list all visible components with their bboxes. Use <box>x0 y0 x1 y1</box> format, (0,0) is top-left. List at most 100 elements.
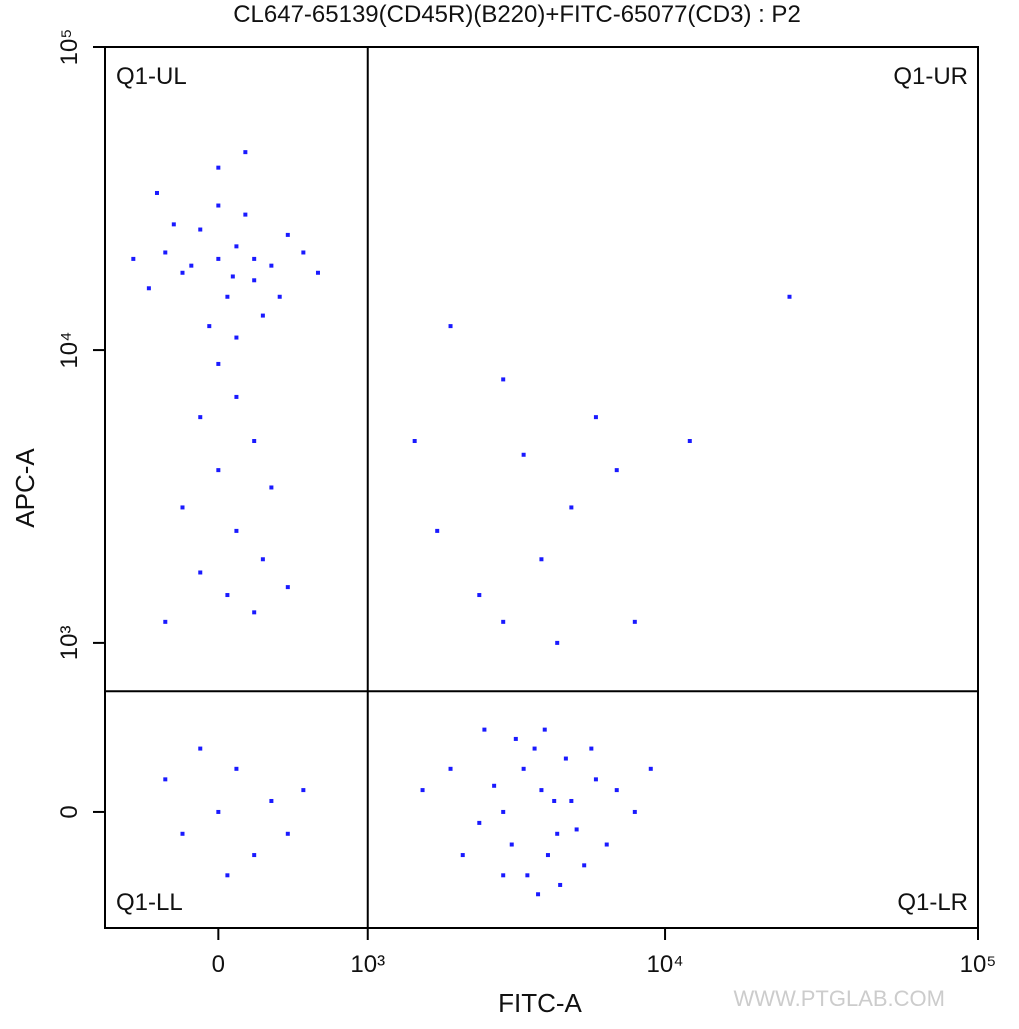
quadrant-label: Q1-UR <box>893 63 968 90</box>
point <box>412 439 417 444</box>
point <box>154 190 159 195</box>
point <box>230 274 235 279</box>
point <box>180 505 185 510</box>
point <box>180 831 185 836</box>
point <box>492 783 497 788</box>
point <box>198 570 203 575</box>
point <box>216 256 221 261</box>
point <box>301 788 306 793</box>
point <box>555 831 560 836</box>
point <box>687 439 692 444</box>
point <box>131 256 136 261</box>
point <box>632 809 637 814</box>
point <box>216 809 221 814</box>
point <box>420 788 425 793</box>
point <box>252 256 257 261</box>
point <box>198 746 203 751</box>
point <box>163 619 168 624</box>
point <box>225 593 230 598</box>
point <box>269 485 274 490</box>
y-axis-label: APC-A <box>10 448 40 528</box>
point <box>521 766 526 771</box>
point <box>632 619 637 624</box>
point <box>216 468 221 473</box>
point <box>582 863 587 868</box>
x-axis-label: FITC-A <box>498 988 582 1018</box>
point <box>552 798 557 803</box>
point <box>252 853 257 858</box>
point <box>539 557 544 562</box>
point <box>501 619 506 624</box>
point <box>269 263 274 268</box>
point <box>604 842 609 847</box>
point <box>252 439 257 444</box>
point <box>563 756 568 761</box>
point <box>614 788 619 793</box>
point <box>525 873 530 878</box>
point <box>593 415 598 420</box>
point <box>539 788 544 793</box>
point <box>260 557 265 562</box>
point <box>269 798 274 803</box>
y-tick-label: 10⁴ <box>56 332 83 369</box>
point <box>163 777 168 782</box>
point <box>189 263 194 268</box>
point <box>569 798 574 803</box>
point <box>216 361 221 366</box>
point <box>558 882 563 887</box>
point <box>285 585 290 590</box>
point <box>180 270 185 275</box>
point <box>593 777 598 782</box>
x-tick-label: 10⁵ <box>960 951 997 978</box>
point <box>171 222 176 227</box>
point <box>532 746 537 751</box>
point <box>260 313 265 318</box>
y-tick-label: 10⁵ <box>56 29 83 66</box>
point <box>277 294 282 299</box>
point <box>569 505 574 510</box>
point <box>285 232 290 237</box>
point <box>448 766 453 771</box>
point <box>216 203 221 208</box>
point <box>243 212 248 217</box>
point <box>301 250 306 255</box>
point <box>198 415 203 420</box>
point <box>225 294 230 299</box>
point <box>460 853 465 858</box>
point <box>234 335 239 340</box>
point <box>521 452 526 457</box>
point <box>252 278 257 283</box>
point <box>448 324 453 329</box>
x-tick-label: 0 <box>212 951 225 978</box>
point <box>501 809 506 814</box>
point <box>285 831 290 836</box>
point <box>501 377 506 382</box>
point <box>501 873 506 878</box>
watermark: WWW.PTGLAB.COM <box>734 986 945 1011</box>
point <box>482 727 487 732</box>
x-tick-label: 10⁴ <box>647 951 684 978</box>
point <box>589 746 594 751</box>
point <box>555 640 560 645</box>
y-tick-label: 10³ <box>56 626 83 661</box>
point <box>234 766 239 771</box>
point <box>234 528 239 533</box>
point <box>216 165 221 170</box>
point <box>648 766 653 771</box>
point <box>234 244 239 249</box>
point <box>225 873 230 878</box>
point <box>252 610 257 615</box>
point <box>536 892 541 897</box>
point <box>315 270 320 275</box>
quadrant-label: Q1-LL <box>116 889 183 916</box>
point <box>787 294 792 299</box>
point <box>163 250 168 255</box>
chart-title: CL647-65139(CD45R)(B220)+FITC-65077(CD3)… <box>233 1 801 28</box>
point <box>146 286 151 291</box>
point <box>243 150 248 155</box>
point <box>234 394 239 399</box>
point <box>207 324 212 329</box>
point <box>198 227 203 232</box>
quadrant-label: Q1-UL <box>116 63 187 90</box>
